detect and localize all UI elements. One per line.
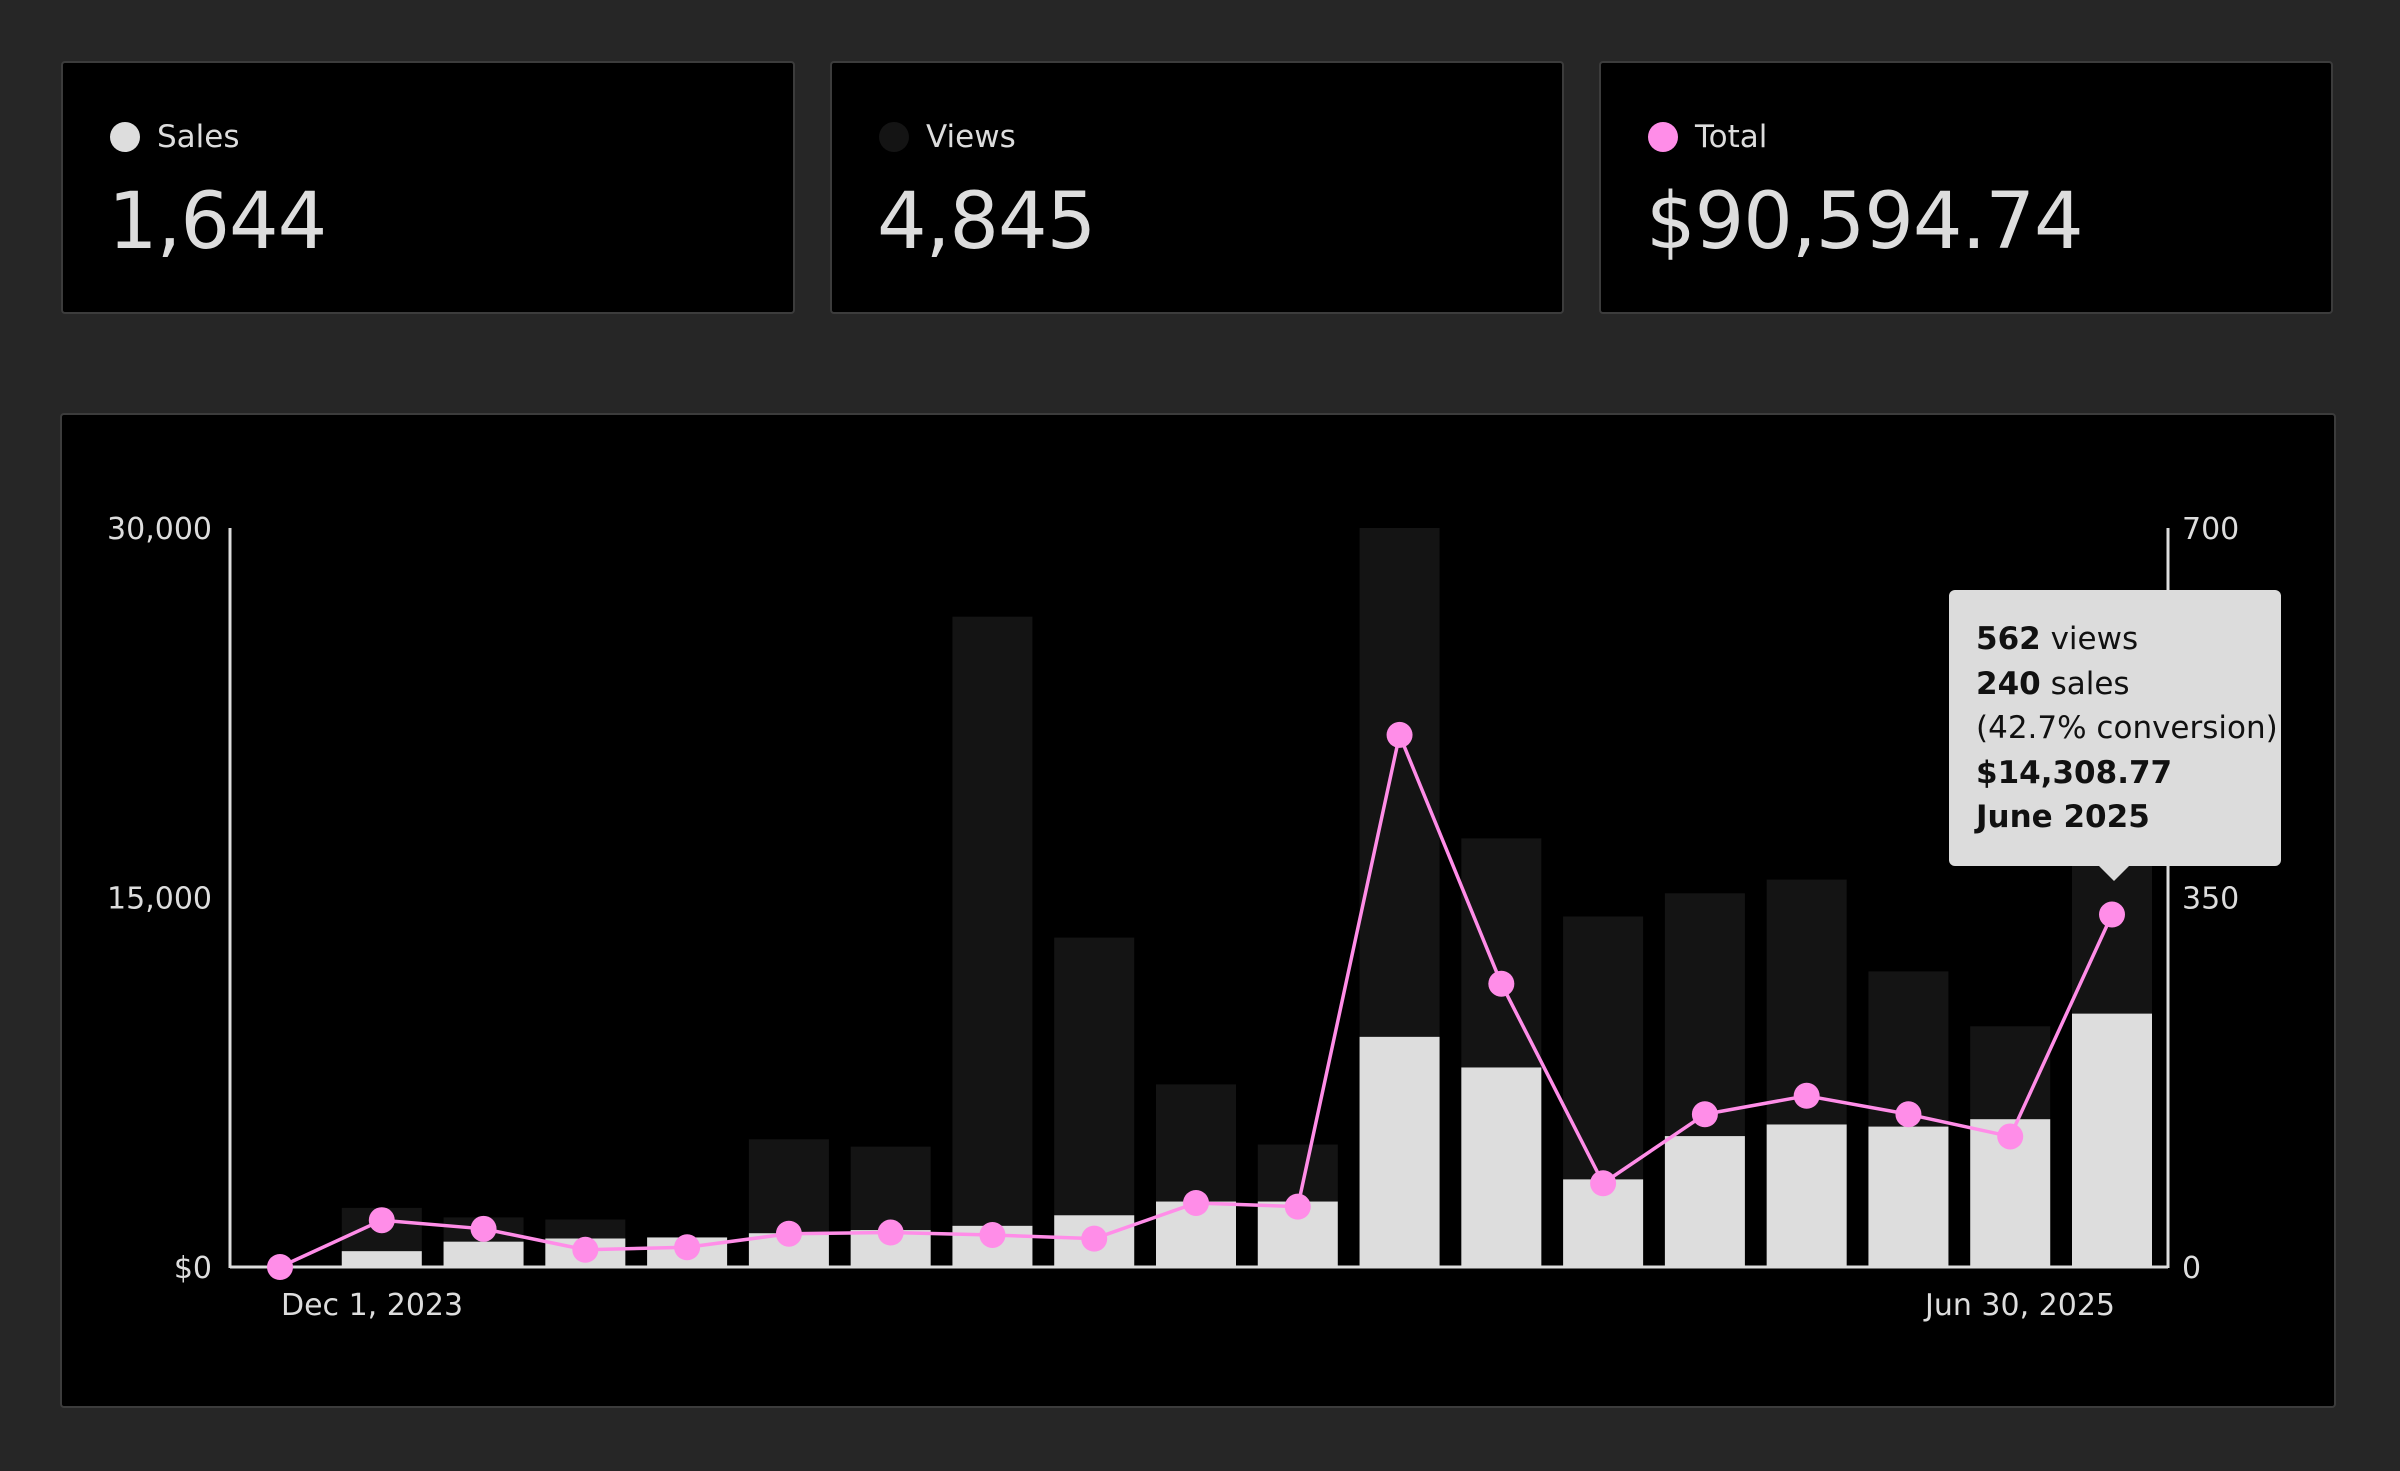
sales-bar [1868, 1126, 1949, 1267]
total-card: Total $90,594.74 [1599, 61, 2333, 314]
x-end-label: Jun 30, 2025 [1923, 1288, 2115, 1323]
tooltip-sales: 240 sales [1976, 665, 2130, 702]
total-point [572, 1236, 599, 1263]
left-tick-label: $0 [174, 1251, 212, 1286]
total-point [1488, 970, 1515, 997]
sales-bar [1359, 1036, 1440, 1267]
views-bar [952, 616, 1033, 1267]
sales-label: Sales [157, 119, 240, 155]
right-tick-label: 0 [2182, 1251, 2201, 1286]
total-point [1183, 1189, 1209, 1216]
sales-bar [341, 1251, 422, 1267]
total-point [1895, 1101, 1922, 1128]
tooltip-conversion: (42.7% conversion) [1976, 710, 2278, 746]
views-value: 4,845 [877, 177, 1096, 267]
total-point [979, 1221, 1006, 1248]
tooltip-arrow [2098, 865, 2130, 881]
total-point [1284, 1193, 1311, 1220]
total-point [1997, 1123, 2024, 1150]
x-start-label: Dec 1, 2023 [281, 1288, 463, 1323]
total-point [775, 1220, 802, 1247]
total-point [470, 1215, 497, 1242]
total-point [267, 1254, 293, 1280]
sales-card: Sales 1,644 [61, 61, 795, 314]
sales-bar [1461, 1067, 1542, 1267]
right-tick-label: 350 [2182, 882, 2239, 917]
sales-value: 1,644 [108, 177, 327, 267]
sales-bar [1664, 1136, 1745, 1267]
total-point [1081, 1225, 1108, 1252]
total-point [1691, 1101, 1718, 1128]
left-tick-label: 15,000 [107, 882, 212, 917]
total-point [1793, 1082, 1820, 1109]
tooltip-total: $14,308.77 [1976, 754, 2173, 791]
total-point [877, 1219, 904, 1246]
right-tick-label: 700 [2182, 512, 2239, 547]
total-point [1386, 721, 1413, 748]
views-label: Views [926, 119, 1016, 155]
chart-tooltip: 562 views 240 sales (42.7% conversion) $… [1949, 590, 2281, 881]
total-label: Total [1695, 119, 1768, 155]
sales-dot-icon [110, 122, 140, 152]
sales-bar [443, 1241, 524, 1267]
views-card: Views 4,845 [830, 61, 1564, 314]
views-dot-icon [879, 122, 909, 152]
total-value: $90,594.74 [1646, 177, 2084, 267]
total-dot-icon [1648, 122, 1678, 152]
views-bar [1054, 937, 1135, 1267]
sales-bar [1766, 1124, 1847, 1267]
total-point [368, 1207, 395, 1234]
total-point [674, 1234, 701, 1261]
total-point [1590, 1170, 1617, 1197]
total-point [2099, 901, 2125, 928]
tooltip-views: 562 views [1976, 621, 2139, 657]
left-tick-label: 30,000 [107, 512, 212, 547]
tooltip-date: June 2025 [1976, 799, 2150, 835]
sales-bar [2072, 1013, 2152, 1267]
